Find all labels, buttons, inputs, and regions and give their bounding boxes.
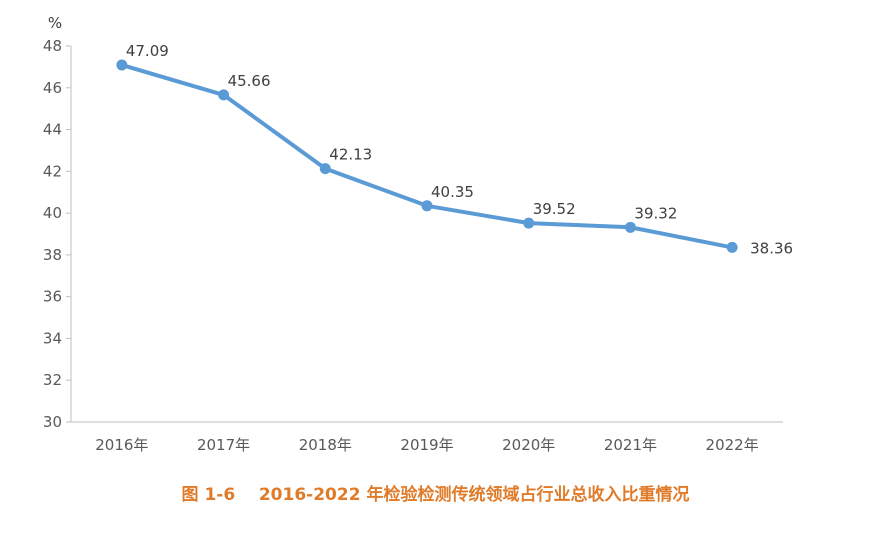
data-point — [523, 217, 535, 229]
data-label: 39.52 — [533, 200, 576, 218]
y-tick-label: 48 — [43, 37, 62, 55]
data-label: 45.66 — [228, 72, 271, 90]
y-tick-label: 46 — [43, 79, 62, 97]
data-label: 42.13 — [329, 146, 372, 164]
y-tick-label: 34 — [43, 329, 62, 347]
x-tick-label: 2018年 — [299, 436, 352, 454]
x-tick-label: 2021年 — [604, 436, 657, 454]
x-tick-label: 2016年 — [95, 436, 148, 454]
data-point — [218, 89, 230, 101]
figure-caption: 图 1-6 2016-2022 年检验检测传统领域占行业总收入比重情况 — [181, 485, 690, 505]
data-labels: 47.09 45.66 42.13 40.35 39.52 39.32 38.36 — [126, 42, 793, 257]
x-tick-label: 2019年 — [400, 436, 453, 454]
y-tick-label: 32 — [43, 371, 62, 389]
x-tick-label: 2017年 — [197, 436, 250, 454]
data-label: 38.36 — [750, 239, 793, 257]
x-axis-ticks: 2016年 2017年 2018年 2019年 2020年 2021年 2022年 — [95, 436, 758, 454]
data-label: 47.09 — [126, 42, 169, 60]
y-tick-label: 44 — [43, 121, 62, 139]
y-tick-label: 42 — [43, 162, 62, 180]
data-points — [116, 59, 738, 253]
x-tick-label: 2020年 — [502, 436, 555, 454]
data-point — [624, 221, 636, 233]
data-label: 39.32 — [634, 204, 677, 222]
y-tick-label: 38 — [43, 246, 62, 264]
data-label: 40.35 — [431, 183, 474, 201]
x-tick-label: 2022年 — [706, 436, 759, 454]
y-tick-label: 40 — [43, 204, 62, 222]
data-point — [319, 163, 331, 175]
data-point — [726, 241, 738, 253]
data-point — [116, 59, 128, 71]
y-tick-label: 30 — [43, 413, 62, 431]
y-tick-label: 36 — [43, 288, 62, 306]
y-axis-ticks: 30 32 34 36 38 40 42 44 46 48 — [43, 37, 71, 431]
y-axis-unit-label: % — [48, 14, 62, 32]
data-point — [421, 200, 433, 212]
